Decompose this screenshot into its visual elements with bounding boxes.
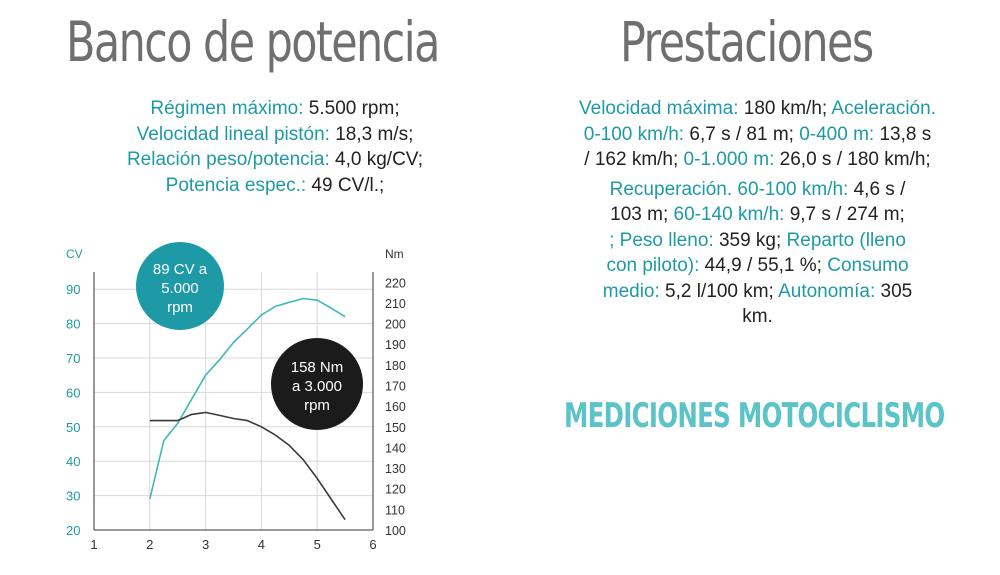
y-left-axis-label: CV bbox=[66, 247, 83, 261]
spec-value: / 162 km/h; bbox=[584, 149, 679, 170]
bubble-text: 89 CV a bbox=[153, 261, 208, 278]
spec-value: 13,8 s bbox=[874, 123, 932, 145]
bubble-text: rpm bbox=[304, 397, 330, 414]
y-right-tick-label: 220 bbox=[385, 276, 406, 290]
spec-label: Autonomía: bbox=[773, 280, 876, 302]
spec-label: Recuperación. 60-100 km/h: bbox=[609, 178, 849, 200]
y-right-axis-label: Nm bbox=[385, 247, 404, 261]
y-right-tick-label: 160 bbox=[385, 400, 406, 414]
x-tick-label: 2 bbox=[146, 537, 153, 552]
peak-torque-bubble bbox=[271, 338, 363, 430]
spec-value: 4,0 kg/CV; bbox=[329, 149, 424, 170]
y-right-tick-label: 200 bbox=[385, 318, 406, 332]
spec-line: ; Peso lleno: 359 kg; Reparto (lleno bbox=[540, 228, 975, 254]
y-right-tick-label: 170 bbox=[385, 380, 406, 394]
spec-label: con piloto): bbox=[606, 255, 700, 276]
spec-label: Velocidad máxima: bbox=[579, 98, 739, 119]
x-tick-label: 3 bbox=[202, 537, 209, 552]
y-right-tick-label: 150 bbox=[385, 421, 406, 435]
spec-label: Velocidad lineal pistón: bbox=[136, 123, 330, 145]
bubble-text: a 3.000 bbox=[292, 378, 342, 395]
spec-value: 44,9 / 55,1 %; bbox=[699, 255, 822, 276]
y-right-tick-label: 130 bbox=[385, 462, 406, 476]
y-right-tick-label: 180 bbox=[385, 359, 406, 373]
spec-label: 0-400 m: bbox=[793, 123, 875, 145]
spec-label: 60-140 km/h: bbox=[668, 204, 785, 225]
spec-line: / 162 km/h; 0-1.000 m: 26,0 s / 180 km/h… bbox=[540, 147, 975, 173]
spec-line: Recuperación. 60-100 km/h: 4,6 s / bbox=[540, 177, 975, 203]
spec-label: ; Peso lleno: bbox=[609, 229, 714, 251]
spec-line: medio: 5,2 l/100 km; Autonomía: 305 bbox=[540, 279, 975, 305]
spec-label: medio: bbox=[602, 280, 660, 302]
torque-curve bbox=[149, 411, 346, 521]
x-tick-label: 5 bbox=[314, 537, 321, 552]
spec-value: 180 km/h; bbox=[738, 98, 828, 119]
spec-line: Relación peso/potencia: 4,0 kg/CV; bbox=[45, 147, 505, 173]
spec-label: 0-100 km/h: bbox=[583, 123, 685, 145]
engine-specs: Régimen máximo: 5.500 rpm; Velocidad line… bbox=[45, 96, 505, 198]
y-left-tick-label: 80 bbox=[66, 317, 80, 332]
y-left-tick-label: 20 bbox=[66, 523, 80, 538]
peak-power-bubble bbox=[136, 242, 224, 330]
spec-label: Consumo bbox=[821, 255, 909, 276]
spec-value: 6,7 s / 81 m; bbox=[684, 123, 794, 145]
spec-label: Reparto (lleno bbox=[781, 229, 906, 251]
y-right-tick-label: 110 bbox=[385, 503, 405, 517]
bubble-text: 158 Nm bbox=[291, 359, 344, 376]
spec-value: 359 kg; bbox=[713, 229, 782, 251]
spec-paragraph: Recuperación. 60-100 km/h: 4,6 s /103 m;… bbox=[540, 177, 975, 330]
brand-label: MEDICIONES MOTOCICLISMO bbox=[564, 396, 945, 436]
y-left-tick-label: 30 bbox=[66, 489, 80, 504]
spec-label: Relación peso/potencia: bbox=[126, 149, 330, 170]
spec-line: Velocidad máxima: 180 km/h; Aceleración. bbox=[540, 96, 975, 122]
spec-value: 5,2 l/100 km; bbox=[659, 280, 774, 302]
spec-line: Régimen máximo: 5.500 rpm; bbox=[45, 96, 505, 122]
power-curve bbox=[149, 297, 346, 500]
spec-value: km. bbox=[742, 306, 773, 327]
spec-value: 26,0 s / 180 km/h; bbox=[774, 149, 931, 170]
spec-value: 9,7 s / 274 m; bbox=[784, 204, 905, 225]
page-title-prestaciones: Prestaciones bbox=[620, 10, 874, 74]
performance-specs: Velocidad máxima: 180 km/h; Aceleración.… bbox=[540, 96, 975, 330]
spec-line: 103 m; 60-140 km/h: 9,7 s / 274 m; bbox=[540, 202, 975, 228]
x-tick-label: 4 bbox=[258, 537, 265, 552]
spec-line: con piloto): 44,9 / 55,1 %; Consumo bbox=[540, 253, 975, 279]
x-tick-label: 6 bbox=[369, 537, 376, 552]
spec-label: Régimen máximo: bbox=[150, 98, 304, 119]
spec-line: km. bbox=[540, 304, 975, 330]
page-title-banco: Banco de potencia bbox=[66, 10, 440, 74]
y-right-tick-label: 190 bbox=[385, 338, 406, 352]
spec-line: 0-100 km/h: 6,7 s / 81 m; 0-400 m: 13,8 … bbox=[540, 122, 975, 148]
spec-value: 305 bbox=[875, 280, 913, 302]
x-tick-label: 1 bbox=[90, 537, 97, 552]
spec-label: Potencia espec.: bbox=[165, 174, 307, 196]
spec-value: 18,3 m/s; bbox=[329, 123, 414, 145]
dyno-chart: 20 30 40 50 60 70 80 90 CV 100 110 120 130 140 150 160 1… bbox=[66, 242, 406, 552]
y-right-tick-label: 140 bbox=[385, 441, 406, 455]
y-right-tick-label: 210 bbox=[385, 297, 406, 311]
y-right-tick-label: 120 bbox=[385, 483, 406, 497]
y-left-tick-label: 70 bbox=[66, 351, 80, 366]
spec-value: 5.500 rpm; bbox=[303, 98, 400, 119]
spec-value: 4,6 s / bbox=[848, 178, 906, 200]
y-left-tick-label: 40 bbox=[66, 454, 80, 469]
spec-value: 49 CV/l.; bbox=[306, 174, 385, 196]
y-left-tick-label: 60 bbox=[66, 385, 80, 400]
y-left-tick-label: 90 bbox=[66, 282, 80, 297]
spec-line: Velocidad lineal pistón: 18,3 m/s; bbox=[45, 122, 505, 148]
y-right-tick-label: 100 bbox=[385, 524, 406, 538]
bubble-text: 5.000 bbox=[161, 280, 199, 297]
spec-label: Aceleración. bbox=[827, 98, 936, 119]
spec-label: 0-1.000 m: bbox=[678, 149, 775, 170]
y-left-tick-label: 50 bbox=[66, 420, 80, 435]
bubble-text: rpm bbox=[167, 299, 193, 316]
spec-paragraph: Velocidad máxima: 180 km/h; Aceleración.… bbox=[540, 96, 975, 173]
spec-line: Potencia espec.: 49 CV/l.; bbox=[45, 173, 505, 199]
spec-value: 103 m; bbox=[610, 204, 669, 225]
